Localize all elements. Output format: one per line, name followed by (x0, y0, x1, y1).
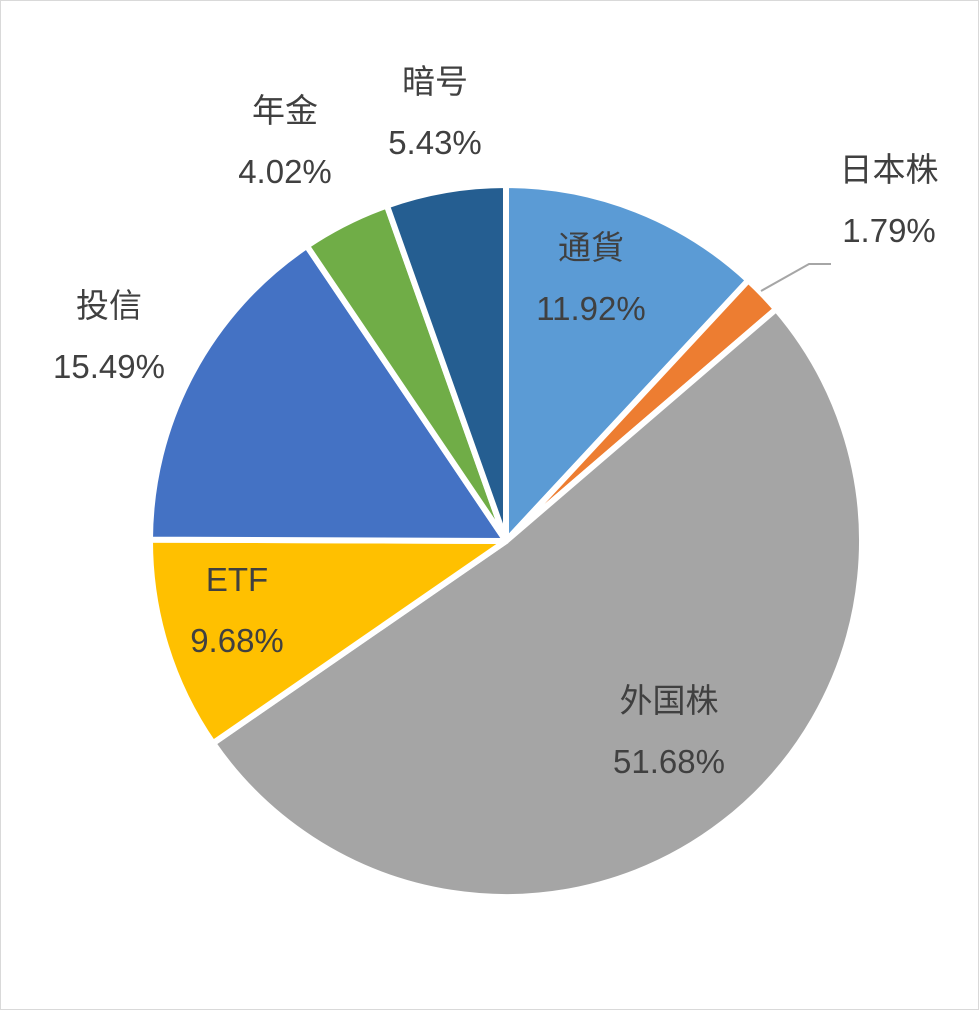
slice-value-label: 9.68% (190, 622, 284, 659)
leader-line (760, 263, 831, 292)
pie-slice (503, 182, 752, 544)
pie-slice (210, 306, 865, 900)
pie-slice (383, 182, 509, 544)
slice-value-label: 51.68% (613, 743, 725, 780)
pie-slice (146, 536, 509, 747)
slice-category-label: 日本株 (840, 150, 939, 189)
slice-category-label: 年金 (252, 91, 318, 130)
pie-slices (146, 182, 865, 900)
slice-category-label: 投信 (76, 286, 142, 325)
slice-category-label: 通貨 (558, 228, 624, 267)
slice-category-label: ETF (206, 561, 268, 598)
slice-category-label: 外国株 (620, 681, 719, 720)
slice-value-label: 11.92% (536, 290, 645, 327)
slice-value-label: 15.49% (53, 348, 165, 385)
slice-value-label: 1.79% (842, 212, 936, 249)
data-labels: 通貨 11.92% 日本株 1.79% 外国株 51.68% ETF 9.68% 投信 15.49… (53, 62, 938, 780)
slice-value-label: 4.02% (238, 153, 332, 190)
leader-lines (760, 263, 831, 292)
pie-slice (147, 242, 509, 544)
slice-category-label: 暗号 (402, 62, 468, 101)
slice-value-label: 5.43% (388, 124, 482, 161)
